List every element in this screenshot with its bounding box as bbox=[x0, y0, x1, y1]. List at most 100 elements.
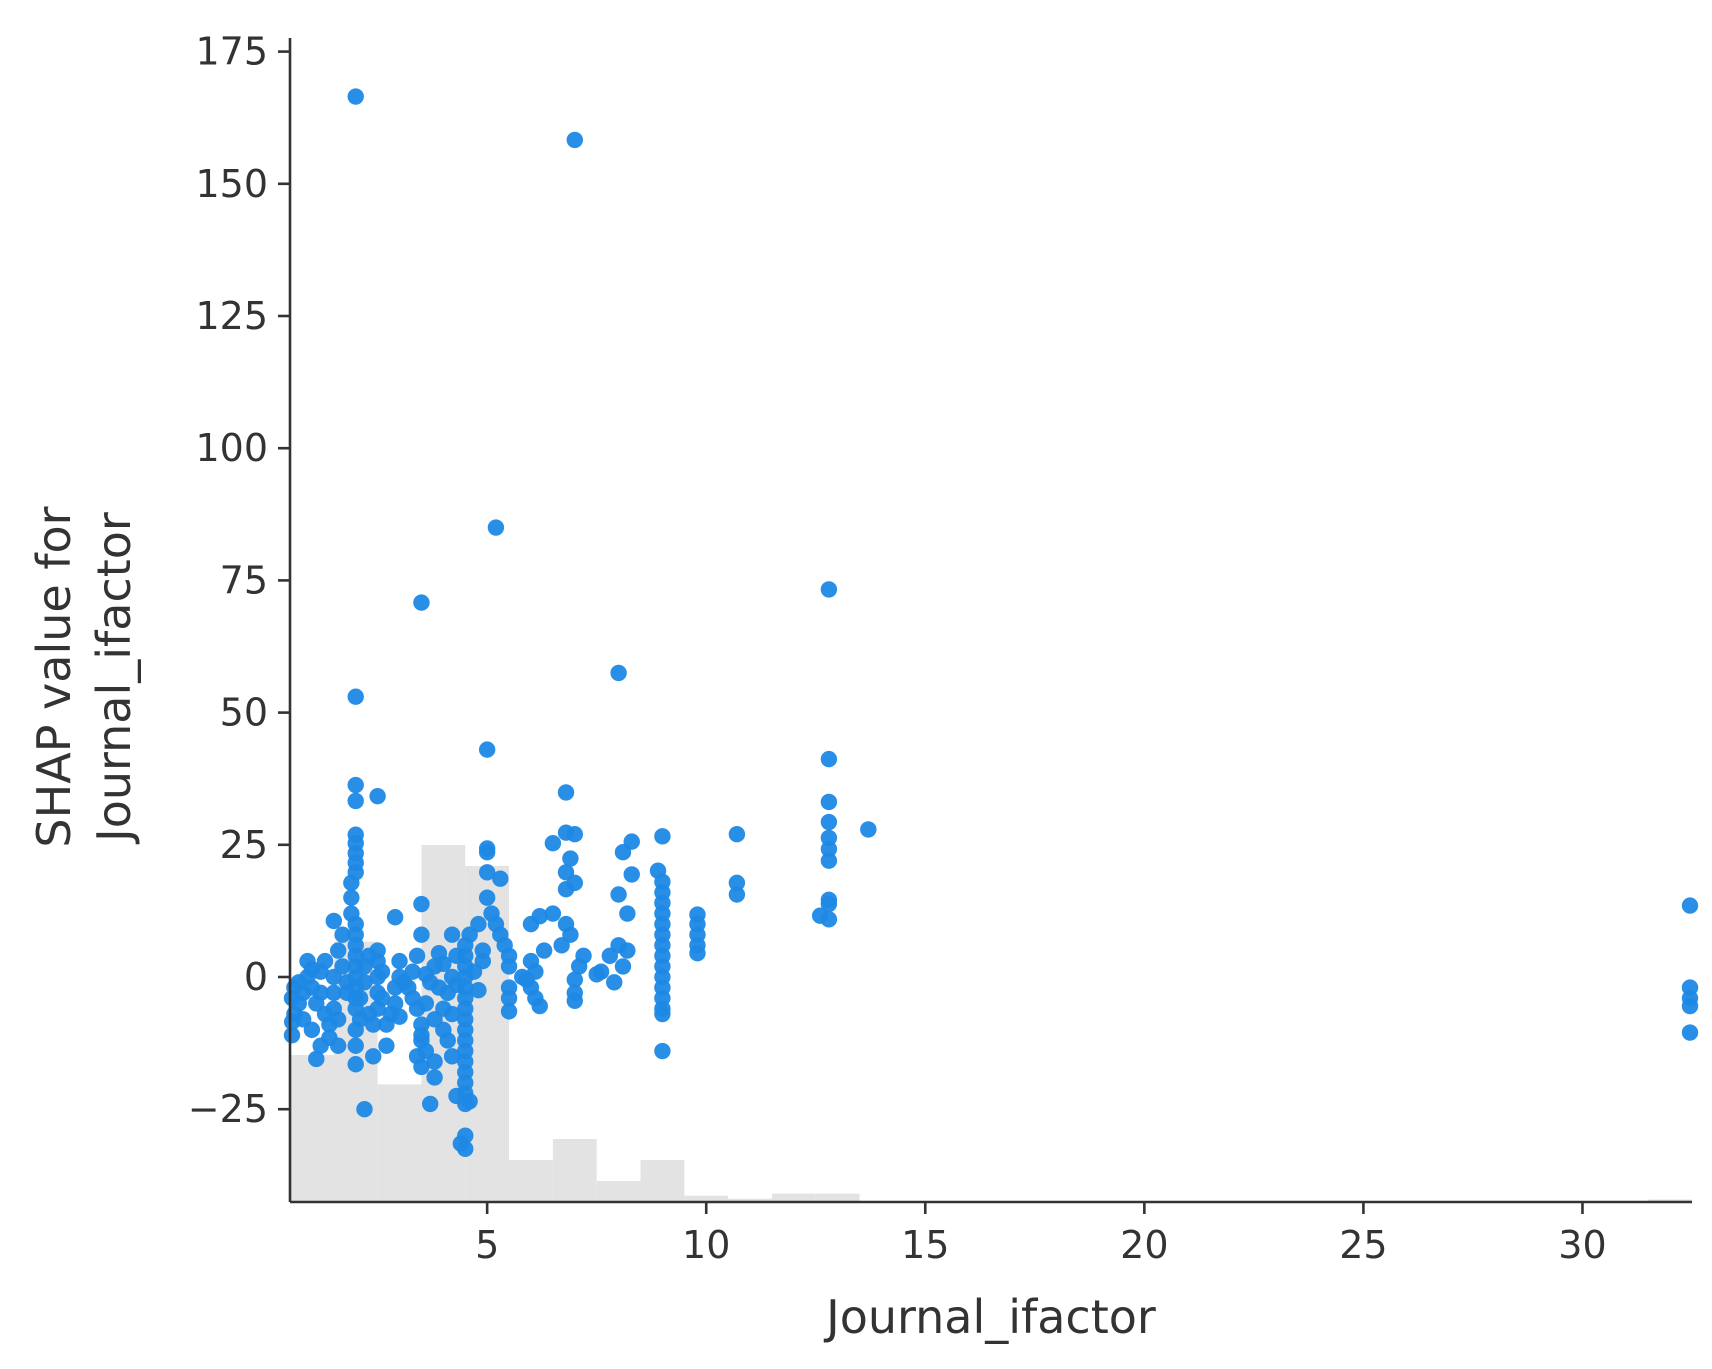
feature-histogram bbox=[290, 845, 1692, 1202]
data-point bbox=[448, 1087, 465, 1105]
data-point bbox=[347, 88, 364, 105]
histogram-bar bbox=[771, 1193, 816, 1202]
data-point bbox=[483, 905, 500, 922]
data-point bbox=[544, 835, 562, 852]
y-axis-label-line-2: Journal_ifactor bbox=[87, 512, 141, 845]
data-point bbox=[283, 1013, 301, 1031]
data-point bbox=[430, 979, 448, 996]
data-point bbox=[535, 942, 553, 959]
data-point bbox=[820, 852, 838, 869]
data-point bbox=[1681, 1024, 1699, 1041]
data-point bbox=[606, 974, 623, 991]
data-point bbox=[557, 824, 575, 841]
data-point bbox=[860, 821, 877, 838]
data-point bbox=[553, 937, 570, 954]
y-tick-label: 125 bbox=[195, 294, 268, 338]
data-point bbox=[391, 1008, 408, 1025]
data-point bbox=[290, 974, 307, 991]
data-point bbox=[557, 784, 575, 801]
data-point bbox=[365, 1048, 382, 1065]
data-point bbox=[470, 982, 487, 999]
data-point bbox=[531, 997, 548, 1015]
data-point bbox=[820, 581, 838, 598]
data-point bbox=[566, 971, 583, 988]
data-point bbox=[544, 905, 562, 922]
data-point bbox=[369, 787, 386, 805]
x-tick-label: 20 bbox=[1120, 1223, 1168, 1267]
data-point bbox=[557, 915, 575, 933]
data-point bbox=[308, 1050, 325, 1068]
data-point bbox=[303, 960, 321, 978]
data-point bbox=[614, 844, 632, 861]
data-point bbox=[820, 911, 838, 928]
data-point bbox=[478, 741, 496, 758]
y-tick-label: 50 bbox=[220, 691, 268, 735]
histogram-bar bbox=[728, 1198, 772, 1202]
data-point bbox=[347, 1021, 364, 1039]
scatter-points bbox=[283, 88, 1699, 1158]
y-ticks: −25 0 25 50 75 100 125 150 175 bbox=[188, 30, 290, 1131]
data-point bbox=[329, 942, 347, 959]
data-point bbox=[408, 1000, 426, 1017]
data-point bbox=[448, 976, 465, 994]
y-tick-label: 75 bbox=[220, 558, 268, 602]
data-point bbox=[321, 1029, 338, 1047]
data-point bbox=[316, 952, 334, 970]
data-point bbox=[1681, 997, 1699, 1015]
data-point bbox=[329, 1011, 347, 1028]
data-point bbox=[820, 895, 838, 913]
data-point bbox=[728, 874, 746, 892]
y-tick-label: 0 bbox=[244, 955, 268, 999]
data-point bbox=[325, 912, 343, 930]
data-point bbox=[395, 974, 413, 991]
data-point bbox=[347, 688, 364, 705]
y-tick-label: 100 bbox=[195, 426, 268, 470]
data-point bbox=[514, 968, 531, 986]
histogram-bar bbox=[377, 1084, 422, 1202]
data-point bbox=[557, 881, 575, 898]
data-point bbox=[614, 958, 632, 975]
data-point bbox=[386, 909, 404, 926]
data-point bbox=[592, 963, 610, 980]
data-point bbox=[562, 850, 579, 867]
data-point bbox=[654, 1005, 671, 1023]
data-point bbox=[413, 1026, 430, 1044]
y-tick-label: −25 bbox=[188, 1087, 268, 1131]
data-point bbox=[347, 1056, 364, 1073]
histogram-bar bbox=[290, 1055, 334, 1202]
data-point bbox=[619, 905, 636, 922]
histogram-bar bbox=[552, 1139, 597, 1202]
data-point bbox=[417, 966, 435, 983]
data-point bbox=[487, 519, 505, 536]
data-point bbox=[408, 947, 426, 965]
data-point bbox=[820, 813, 838, 831]
data-point bbox=[426, 1069, 443, 1086]
y-axis-label-line-1: SHAP value for bbox=[27, 506, 81, 847]
y-tick-label: 175 bbox=[195, 30, 268, 74]
data-point bbox=[356, 1101, 373, 1118]
x-tick-label: 15 bbox=[901, 1223, 949, 1267]
data-point bbox=[391, 952, 408, 970]
data-point bbox=[378, 1037, 395, 1054]
data-point bbox=[500, 989, 518, 1007]
histogram-bar bbox=[640, 1160, 685, 1202]
data-point bbox=[343, 889, 360, 906]
data-point bbox=[448, 947, 465, 965]
data-point bbox=[610, 664, 627, 682]
data-point bbox=[500, 1003, 518, 1020]
data-point bbox=[478, 889, 496, 906]
data-point bbox=[413, 926, 430, 943]
data-point bbox=[347, 1000, 364, 1017]
histogram-bar bbox=[509, 1160, 553, 1202]
data-point bbox=[1681, 897, 1699, 914]
data-point bbox=[426, 1011, 443, 1028]
y-tick-label: 150 bbox=[195, 162, 268, 206]
x-tick-label: 10 bbox=[682, 1223, 730, 1267]
data-point bbox=[820, 750, 838, 768]
data-point bbox=[478, 864, 496, 881]
data-point bbox=[439, 1032, 456, 1049]
data-point bbox=[369, 968, 386, 986]
data-point bbox=[728, 886, 746, 903]
data-point bbox=[413, 594, 430, 611]
